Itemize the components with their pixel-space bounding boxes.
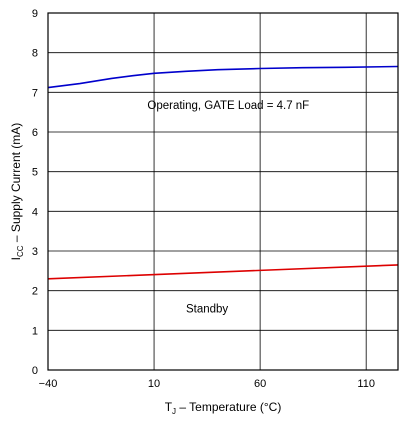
y-tick-label: 5	[32, 167, 38, 179]
y-axis-label-subscript: CC	[16, 245, 25, 257]
y-tick-label: 7	[32, 87, 38, 99]
y-axis-label-rest: – Supply Current (mA)	[9, 123, 23, 246]
gridlines	[48, 13, 398, 370]
x-tick-label: −40	[39, 378, 58, 390]
y-axis-label-base: I	[9, 257, 23, 260]
y-tick-label: 4	[32, 206, 38, 218]
x-axis-label-subscript: J	[172, 407, 176, 416]
y-axis-label: ICC – Supply Current (mA)	[9, 123, 25, 261]
x-axis-label-base: T	[165, 400, 173, 414]
y-tick-label: 8	[32, 48, 38, 60]
annotation-label: Standby	[186, 304, 228, 316]
y-tick-label: 9	[32, 8, 38, 20]
x-tick-label: 110	[357, 378, 375, 390]
y-tick-label: 2	[32, 286, 38, 298]
x-axis-label-rest: – Temperature (°C)	[176, 400, 281, 414]
annotation-label: Operating, GATE Load = 4.7 nF	[147, 100, 309, 112]
x-tick-label: 60	[254, 378, 266, 390]
axis-ticks: 0 1 2 3 4 5 6 7 8 9 −40 10 60 110	[32, 8, 375, 390]
series-line-2	[47, 264, 399, 280]
plot-frame	[47, 12, 399, 371]
y-tick-label: 1	[32, 325, 38, 337]
series-lines	[47, 65, 399, 280]
series-line-1	[47, 65, 399, 89]
y-tick-label: 6	[32, 127, 38, 139]
x-axis-label: TJ – Temperature (°C)	[165, 400, 282, 416]
annotations: Operating, GATE Load = 4.7 nF Standby	[147, 100, 309, 315]
y-tick-label: 3	[32, 246, 38, 258]
x-tick-label: 10	[148, 378, 160, 390]
y-tick-label: 0	[32, 365, 38, 377]
